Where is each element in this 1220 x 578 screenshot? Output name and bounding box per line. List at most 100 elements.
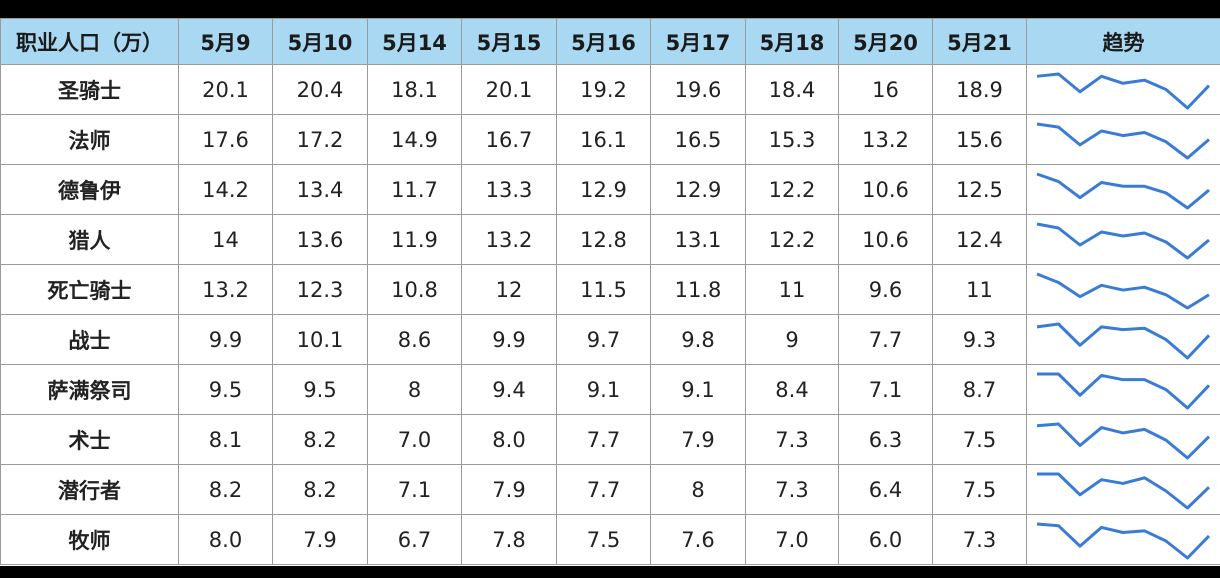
header-cell: 趋势 xyxy=(1026,18,1220,65)
value-cell: 9.7 xyxy=(556,314,651,365)
trend-line xyxy=(1037,372,1211,409)
table-row: 德鲁伊 14.2 13.4 11.7 13.3 12.9 12.9 12.2 10.6 12.5 xyxy=(0,164,1220,215)
value-cell: 10.8 xyxy=(367,264,462,315)
row-label: 牧师 xyxy=(0,514,179,565)
population-table: 职业人口（万） 5月9 5月10 5月14 5月15 5月16 5月17 5月18 5月20 5月… xyxy=(0,18,1220,565)
value-cell: 16.7 xyxy=(461,114,557,165)
header-row: 职业人口（万） 5月9 5月10 5月14 5月15 5月16 5月17 5月18 5月20 5月… xyxy=(0,18,1220,65)
table-row: 萨满祭司 9.5 9.5 8 9.4 9.1 9.1 8.4 7.1 8.7 xyxy=(0,364,1220,415)
value-cell: 9.4 xyxy=(461,364,557,415)
value-cell: 9.9 xyxy=(178,314,273,365)
value-cell: 7.7 xyxy=(838,314,933,365)
trend-cell xyxy=(1026,114,1220,165)
value-cell: 9.6 xyxy=(838,264,933,315)
sparkline xyxy=(1036,422,1211,459)
sparkline xyxy=(1037,372,1211,409)
trend-line xyxy=(1036,72,1211,109)
table-container: 职业人口（万） 5月9 5月10 5月14 5月15 5月16 5月17 5月18 5月20 5月… xyxy=(0,18,1220,566)
trend-cell xyxy=(1026,514,1220,565)
value-cell: 19.2 xyxy=(556,64,651,115)
sparkline xyxy=(1036,322,1211,359)
value-cell: 12.8 xyxy=(556,214,651,265)
sparkline xyxy=(1036,122,1210,159)
value-cell: 6.3 xyxy=(838,414,933,465)
value-cell: 7.5 xyxy=(556,514,651,565)
value-cell: 18.4 xyxy=(745,64,839,115)
value-cell: 16.1 xyxy=(556,114,651,165)
value-cell: 8.0 xyxy=(178,514,273,565)
value-cell: 12.3 xyxy=(272,264,368,315)
sparkline xyxy=(1037,472,1211,509)
value-cell: 8.1 xyxy=(178,414,273,465)
value-cell: 9.1 xyxy=(650,364,746,415)
value-cell: 10.6 xyxy=(838,214,933,265)
value-cell: 20.1 xyxy=(461,64,557,115)
trend-cell xyxy=(1026,464,1220,515)
value-cell: 6.7 xyxy=(367,514,462,565)
value-cell: 8 xyxy=(650,464,746,515)
row-label: 潜行者 xyxy=(0,464,179,515)
value-cell: 11.9 xyxy=(367,214,462,265)
trend-line xyxy=(1036,422,1211,459)
value-cell: 7.5 xyxy=(932,464,1027,515)
trend-line xyxy=(1036,272,1210,309)
value-cell: 11.5 xyxy=(556,264,651,315)
header-cell: 5月15 xyxy=(461,18,557,65)
value-cell: 10.1 xyxy=(272,314,368,365)
value-cell: 19.6 xyxy=(650,64,746,115)
row-label: 萨满祭司 xyxy=(0,364,179,415)
value-cell: 18.9 xyxy=(932,64,1027,115)
value-cell: 7.0 xyxy=(745,514,839,565)
value-cell: 15.3 xyxy=(745,114,839,165)
value-cell: 8.0 xyxy=(461,414,557,465)
value-cell: 18.1 xyxy=(367,64,462,115)
value-cell: 8.2 xyxy=(178,464,273,515)
value-cell: 20.1 xyxy=(178,64,273,115)
value-cell: 12.9 xyxy=(556,164,651,215)
header-cell: 5月16 xyxy=(556,18,651,65)
trend-cell xyxy=(1026,64,1220,115)
value-cell: 9.5 xyxy=(272,364,368,415)
value-cell: 13.4 xyxy=(272,164,368,215)
value-cell: 7.7 xyxy=(556,464,651,515)
table-row: 战士 9.9 10.1 8.6 9.9 9.7 9.8 9 7.7 9.3 xyxy=(0,314,1220,365)
value-cell: 7.9 xyxy=(650,414,746,465)
row-label: 死亡骑士 xyxy=(0,264,179,315)
value-cell: 13.3 xyxy=(461,164,557,215)
value-cell: 8 xyxy=(367,364,462,415)
value-cell: 11 xyxy=(745,264,839,315)
table-row: 圣骑士 20.1 20.4 18.1 20.1 19.2 19.6 18.4 16 18.9 xyxy=(0,64,1220,115)
value-cell: 20.4 xyxy=(272,64,368,115)
trend-line xyxy=(1036,522,1211,559)
value-cell: 12.4 xyxy=(932,214,1027,265)
value-cell: 7.5 xyxy=(932,414,1027,465)
value-cell: 16.5 xyxy=(650,114,746,165)
header-cell: 5月10 xyxy=(272,18,368,65)
value-cell: 7.1 xyxy=(367,464,462,515)
sparkline xyxy=(1036,272,1210,309)
value-cell: 17.2 xyxy=(272,114,368,165)
value-cell: 6.4 xyxy=(838,464,933,515)
header-cell: 5月9 xyxy=(178,18,273,65)
table-row: 潜行者 8.2 8.2 7.1 7.9 7.7 8 7.3 6.4 7.5 xyxy=(0,464,1220,515)
value-cell: 13.6 xyxy=(272,214,368,265)
row-label: 圣骑士 xyxy=(0,64,179,115)
row-label: 猎人 xyxy=(0,214,179,265)
value-cell: 11.8 xyxy=(650,264,746,315)
value-cell: 11.7 xyxy=(367,164,462,215)
table-row: 牧师 8.0 7.9 6.7 7.8 7.5 7.6 7.0 6.0 7.3 xyxy=(0,514,1220,565)
trend-line xyxy=(1036,122,1210,159)
sparkline xyxy=(1036,172,1210,209)
trend-cell xyxy=(1026,214,1220,265)
value-cell: 12 xyxy=(461,264,557,315)
value-cell: 9.9 xyxy=(461,314,557,365)
value-cell: 9.8 xyxy=(650,314,746,365)
value-cell: 9.3 xyxy=(932,314,1027,365)
value-cell: 12.2 xyxy=(745,164,839,215)
value-cell: 9 xyxy=(745,314,839,365)
row-label: 战士 xyxy=(0,314,179,365)
trend-cell xyxy=(1026,364,1220,415)
value-cell: 12.9 xyxy=(650,164,746,215)
value-cell: 7.3 xyxy=(745,464,839,515)
value-cell: 8.6 xyxy=(367,314,462,365)
